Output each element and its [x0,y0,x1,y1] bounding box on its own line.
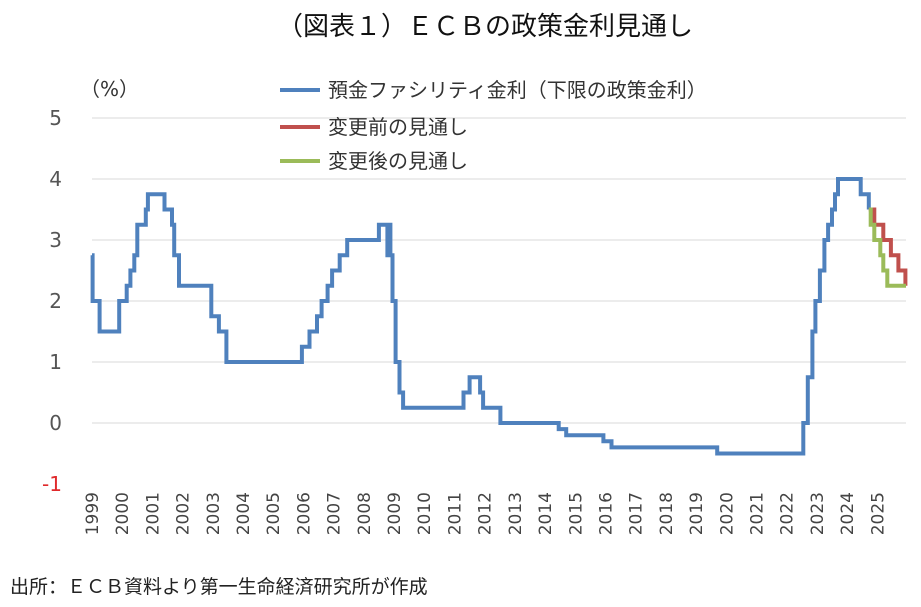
x-tick-label: 2011 [445,492,465,535]
x-tick-label: 2000 [113,492,133,535]
x-tick-label: 2008 [355,492,375,535]
y-tick-label: 0 [49,411,62,435]
legend: 預金ファシリティ金利（下限の政策金利） 変更前の見通し 変更後の見通し [280,78,707,173]
x-tick-label: 2006 [294,492,314,535]
y-tick-label: -1 [42,472,62,496]
x-tick-label: 2007 [325,492,345,535]
x-tick-label: 2014 [536,492,556,535]
x-tick-label: 2019 [687,492,707,535]
x-tick-label: 2018 [657,492,677,535]
x-tick-label: 2010 [415,492,435,535]
series-line-after [868,207,906,288]
x-axis-ticks: 1999 2000 2001 2002 2003 2004 2005 2006 2007 2008… [83,492,888,535]
x-tick-label: 2004 [234,492,254,535]
x-tick-label: 2024 [838,492,858,535]
gridlines [92,117,906,424]
x-tick-label: 2002 [174,492,194,535]
x-tick-label: 2025 [868,492,888,535]
x-tick-label: 2003 [204,492,224,535]
x-tick-label: 2005 [264,492,284,535]
legend-label-after: 変更後の見通し [328,149,468,173]
source-note: 出所：ＥＣＢ資料より第一生命経済研究所が作成 [10,576,428,598]
x-tick-label: 2009 [385,492,405,535]
y-tick-label: 4 [49,167,62,191]
x-tick-label: 2023 [808,492,828,535]
y-tick-label: 2 [49,289,62,313]
x-tick-label: 2013 [506,492,526,535]
x-tick-label: 2001 [143,492,163,535]
legend-label-deposit-rate: 預金ファシリティ金利（下限の政策金利） [328,78,707,102]
series-line-deposit-rate [90,177,871,456]
y-tick-label: 5 [49,106,62,130]
y-tick-label: 1 [49,350,62,374]
x-tick-label: 1999 [83,492,103,535]
x-tick-label: 2017 [627,492,647,535]
legend-label-before: 変更前の見通し [328,115,468,139]
x-tick-label: 2021 [747,492,767,535]
x-tick-label: 2016 [596,492,616,535]
x-tick-label: 2012 [476,492,496,535]
series-line-before [868,207,908,286]
series-lines [90,177,908,456]
y-axis-unit: （%） [80,77,139,101]
x-tick-label: 2020 [717,492,737,535]
x-tick-label: 2015 [566,492,586,535]
chart-title: （図表１）ＥＣＢの政策金利見通し [277,12,693,42]
x-tick-label: 2022 [778,492,798,535]
y-tick-label: 3 [49,228,62,252]
y-axis-ticks: 5 4 3 2 1 0 -1 [42,106,62,496]
